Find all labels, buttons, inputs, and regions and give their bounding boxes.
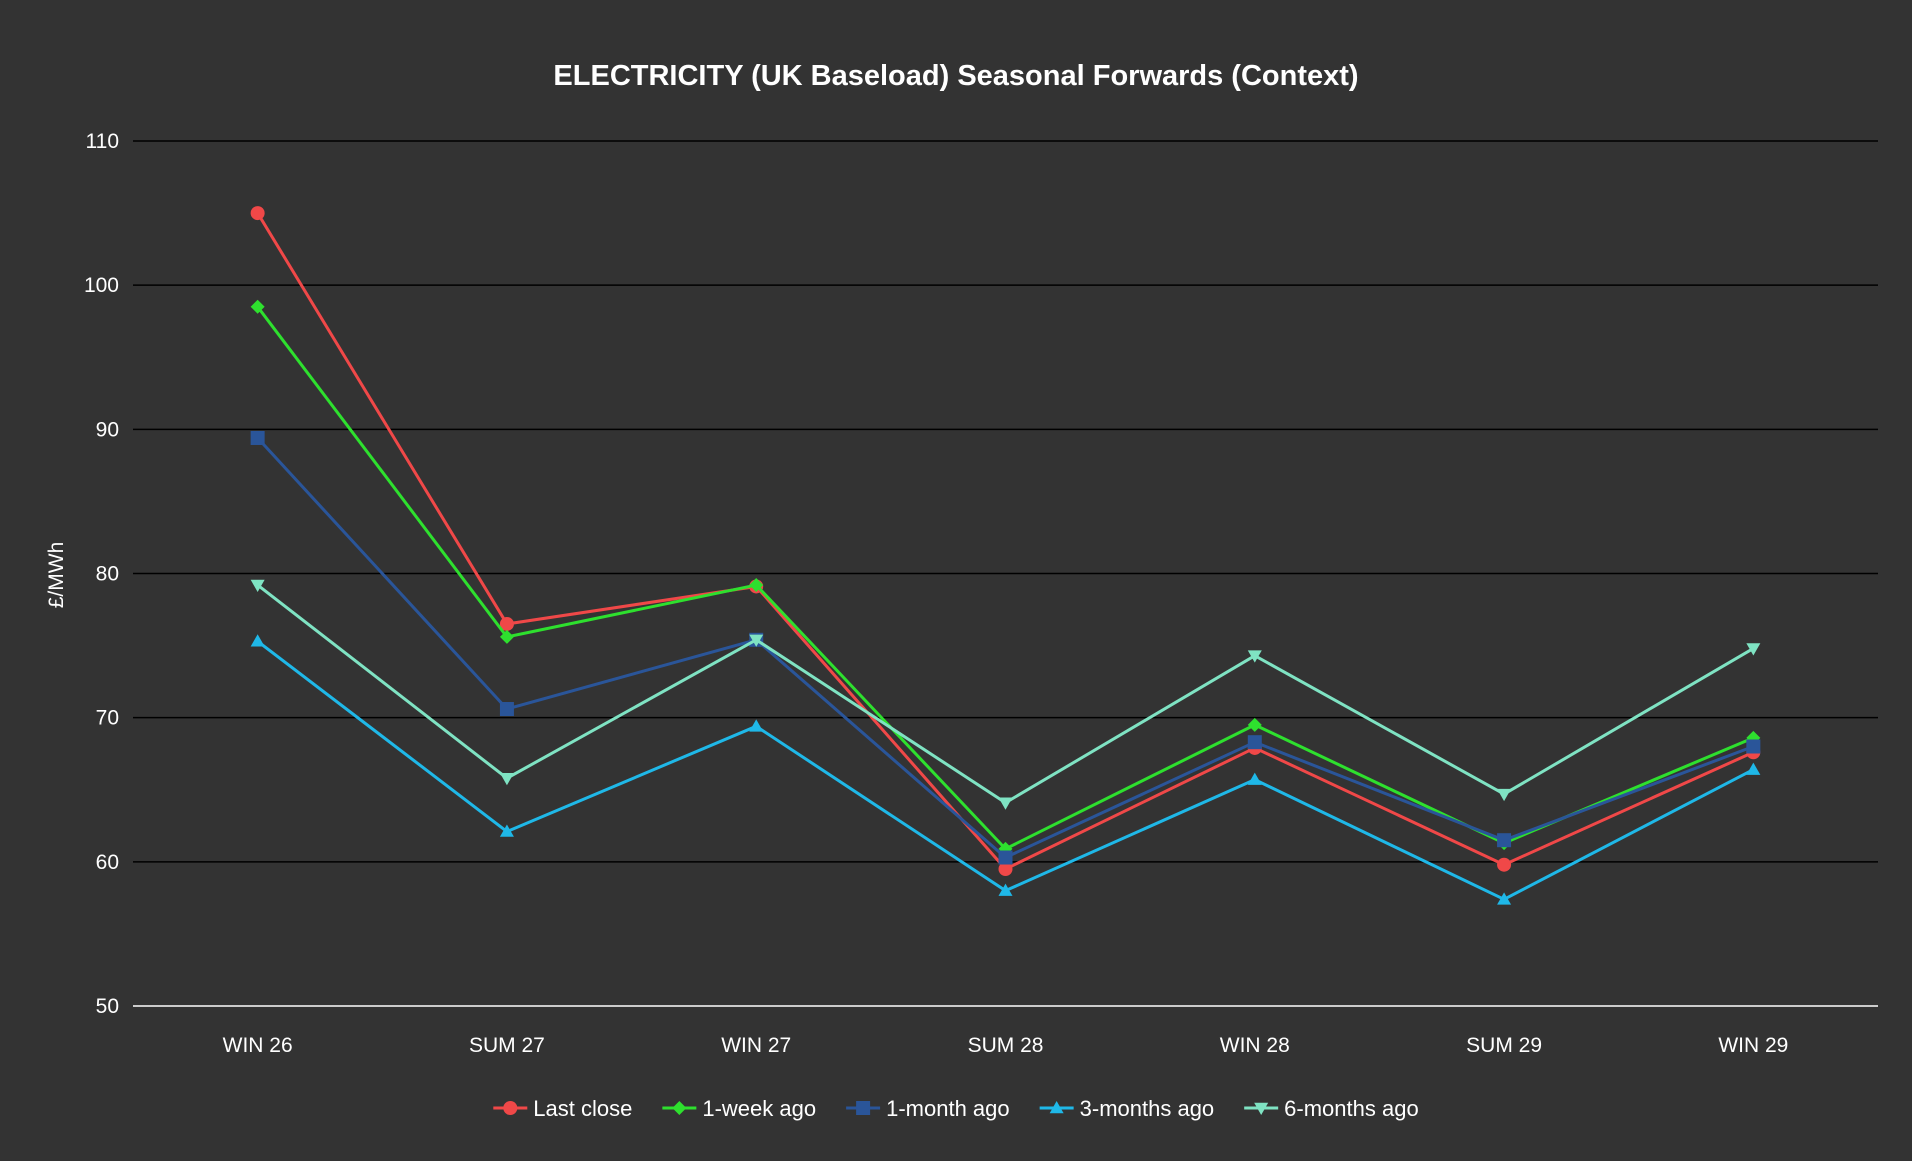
legend-marker (503, 1101, 518, 1115)
data-point-6-months-ago[interactable] (250, 579, 265, 593)
y-tick-label: 50 (96, 995, 119, 1018)
x-tick-label: SUM 29 (1466, 1034, 1542, 1057)
data-point-last-close[interactable] (1497, 857, 1512, 872)
x-axis-ticks: WIN 26 SUM 27 WIN 27 SUM 28 WIN 28 SUM 29 WIN … (223, 1034, 1789, 1057)
legend-item-1-week-ago[interactable]: 1-week ago (662, 1096, 816, 1121)
data-point-3-months-ago[interactable] (1247, 772, 1262, 785)
legend-label: 6-months ago (1284, 1096, 1419, 1121)
data-point-6-months-ago[interactable] (1247, 650, 1262, 663)
legend-label: 1-week ago (702, 1096, 816, 1121)
legend-label: Last close (533, 1096, 632, 1121)
y-tick-label: 60 (96, 851, 119, 874)
data-point-1-week-ago[interactable] (749, 578, 764, 593)
data-point-3-months-ago[interactable] (250, 634, 265, 647)
data-point-last-close[interactable] (499, 616, 514, 631)
grid-lines (133, 140, 1878, 1007)
legend-label: 3-months ago (1080, 1096, 1215, 1121)
legend-item-1-month-ago[interactable]: 1-month ago (846, 1096, 1010, 1121)
legend-label: 1-month ago (886, 1096, 1010, 1121)
data-point-1-week-ago[interactable] (499, 629, 514, 644)
data-point-3-months-ago[interactable] (749, 719, 764, 732)
series-line-1-week-ago (256, 305, 1754, 851)
legend-marker (672, 1101, 687, 1115)
legend-item-6-months-ago[interactable]: 6-months ago (1244, 1096, 1419, 1121)
y-tick-label: 110 (86, 130, 119, 153)
legend-marker (1049, 1101, 1064, 1114)
x-tick-label: WIN 29 (1718, 1034, 1788, 1057)
y-tick-label: 70 (96, 707, 119, 730)
data-point-3-months-ago[interactable] (1497, 892, 1512, 905)
legend: Last close 1-week ago 1-month ago 3-months … (493, 1096, 1419, 1121)
data-point-6-months-ago[interactable] (1497, 788, 1512, 802)
data-point-1-month-ago[interactable] (1247, 735, 1262, 750)
series-3-months-ago (250, 634, 1761, 905)
series-line-6-months-ago (256, 583, 1755, 805)
data-point-1-month-ago[interactable] (1746, 739, 1761, 754)
legend-marker (856, 1101, 871, 1115)
data-point-1-month-ago[interactable] (1497, 833, 1512, 848)
x-tick-label: SUM 28 (968, 1034, 1044, 1057)
data-point-1-week-ago[interactable] (1247, 717, 1262, 732)
data-point-6-months-ago[interactable] (749, 634, 764, 647)
y-axis-label: £/MWh (45, 542, 68, 609)
y-tick-label: 90 (96, 418, 119, 441)
legend-marker (1254, 1102, 1269, 1115)
data-point-6-months-ago[interactable] (499, 772, 514, 786)
y-tick-label: 80 (96, 563, 119, 586)
data-point-1-month-ago[interactable] (998, 850, 1013, 865)
series-line-1-month-ago (256, 436, 1754, 860)
data-point-1-month-ago[interactable] (250, 430, 265, 445)
data-point-6-months-ago[interactable] (998, 797, 1013, 810)
x-tick-label: SUM 27 (469, 1034, 545, 1057)
data-point-last-close[interactable] (998, 862, 1013, 877)
data-point-last-close[interactable] (250, 206, 265, 221)
data-point-3-months-ago[interactable] (998, 883, 1013, 896)
data-point-3-months-ago[interactable] (1746, 762, 1761, 775)
y-axis-ticks: 50 60 70 80 90 100 110 (84, 130, 119, 1018)
data-point-1-month-ago[interactable] (499, 702, 514, 717)
series-6-months-ago (250, 579, 1761, 810)
legend-item-last-close[interactable]: Last close (493, 1096, 632, 1121)
x-tick-label: WIN 26 (223, 1034, 293, 1057)
series-line-last-close (256, 212, 1754, 871)
data-point-1-week-ago[interactable] (250, 299, 265, 314)
data-point-3-months-ago[interactable] (499, 824, 514, 837)
legend-item-3-months-ago[interactable]: 3-months ago (1039, 1096, 1215, 1121)
series-last-close (250, 206, 1761, 877)
x-tick-label: WIN 27 (721, 1034, 791, 1057)
x-tick-label: WIN 28 (1220, 1034, 1290, 1057)
series-1-week-ago (250, 299, 1761, 856)
y-tick-label: 100 (84, 274, 119, 297)
chart-title: ELECTRICITY (UK Baseload) Seasonal Forwa… (553, 60, 1358, 92)
data-point-6-months-ago[interactable] (1746, 643, 1761, 656)
series-lines (250, 206, 1761, 905)
